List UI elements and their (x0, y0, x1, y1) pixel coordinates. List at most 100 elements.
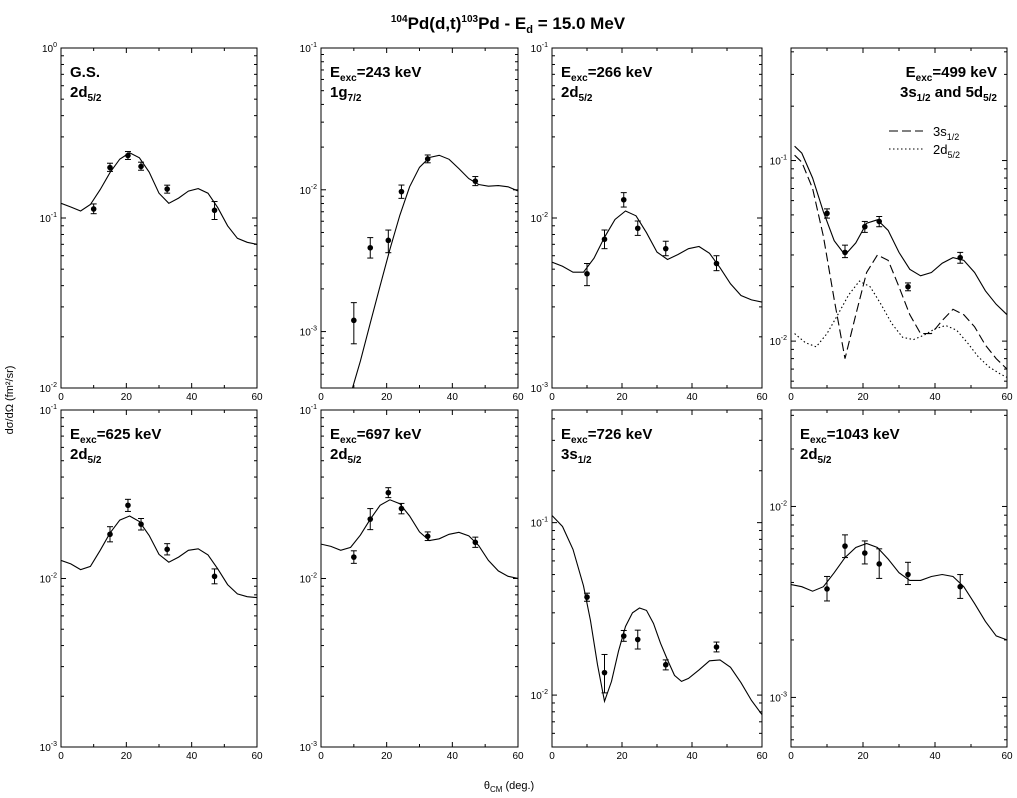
data-point (424, 154, 431, 164)
panel-label-line: 2d5/2 (70, 446, 102, 466)
data-points (107, 498, 218, 585)
data-point (164, 184, 171, 194)
curve-solid (61, 152, 257, 245)
data-marker (620, 196, 627, 203)
chart-panel-1: 0 20 40 60 10-2 10-1 100 G.S. 2d5/2 (40, 42, 263, 403)
data-point (905, 561, 911, 586)
y-axis-title: dσ/dΩ (fm²/sr) (4, 366, 16, 435)
x-tick-label: 40 (447, 392, 459, 403)
x-tick-label: 60 (251, 392, 263, 403)
x-tick-label: 40 (447, 751, 459, 762)
data-point (713, 641, 720, 653)
title-mass-number-1: 104 (391, 14, 408, 25)
data-marker (662, 661, 669, 668)
x-tick-label: 60 (512, 392, 524, 403)
data-marker (842, 543, 848, 549)
data-point (367, 508, 374, 531)
data-marker (107, 164, 113, 171)
panel-label-line: 3s1/2 (561, 446, 592, 466)
y-tick-label: 10-2 (770, 335, 787, 348)
curve-solid (61, 515, 257, 599)
panel-label-line: Eexc=499 keV (906, 64, 997, 84)
data-marker (164, 186, 170, 192)
data-point (138, 518, 145, 531)
data-point (584, 262, 590, 287)
data-point (367, 237, 374, 259)
y-axis-ticks: 10-3 10-2 (770, 414, 1007, 741)
data-point (824, 208, 830, 219)
curve-solid (552, 515, 762, 716)
data-points (350, 154, 479, 345)
data-point (905, 282, 911, 292)
x-tick-label: 0 (318, 751, 324, 762)
data-point (824, 575, 830, 602)
data-marker (584, 594, 590, 600)
data-point (876, 215, 883, 228)
x-tick-label: 20 (616, 751, 628, 762)
x-axis-ticks: 0 20 40 60 (549, 410, 768, 762)
y-tick-label: 10-2 (531, 689, 548, 702)
x-tick-label: 20 (857, 392, 869, 403)
data-point (124, 151, 131, 160)
curve-solid (791, 542, 1007, 641)
y-axis-ticks: 10-3 10-2 10-1 (40, 404, 257, 754)
data-point (398, 502, 405, 515)
x-tick-label: 0 (58, 392, 64, 403)
y-tick-label: 10-3 (300, 741, 317, 754)
x-tick-label: 20 (121, 751, 133, 762)
curve-group (61, 152, 257, 245)
panel-label-line: Eexc=697 keV (330, 426, 421, 446)
data-marker (472, 178, 479, 184)
y-tick-label: 10-2 (40, 382, 57, 395)
data-points (824, 208, 964, 292)
data-point (584, 592, 590, 602)
x-axis-ticks: 0 20 40 60 (788, 410, 1013, 762)
data-point (211, 201, 218, 220)
data-marker (351, 554, 357, 560)
x-tick-label: 0 (788, 392, 794, 403)
y-axis-ticks: 10-2 10-1 (531, 418, 762, 748)
x-tick-label: 20 (616, 392, 628, 403)
y-axis-ticks: 10-3 10-2 10-1 (531, 42, 762, 395)
y-tick-label: 10-2 (531, 212, 548, 225)
panel-label-line: Eexc=1043 keV (800, 426, 900, 446)
data-marker (351, 317, 357, 324)
y-axis-ticks: 10-3 10-2 10-1 (300, 42, 518, 389)
x-tick-label: 0 (549, 392, 555, 403)
curve-dashed (794, 154, 1007, 370)
data-marker (164, 546, 170, 553)
data-point (472, 176, 479, 187)
data-points (90, 151, 218, 220)
data-marker (385, 489, 392, 496)
data-point (601, 653, 608, 694)
data-point (842, 244, 848, 259)
data-point (861, 540, 868, 565)
y-tick-label: 10-1 (531, 42, 548, 55)
data-point (385, 487, 392, 499)
data-point (107, 526, 113, 543)
data-marker (862, 550, 868, 556)
data-marker (905, 571, 911, 578)
panel-label-line: G.S. (70, 64, 100, 81)
y-tick-label: 10-1 (300, 404, 317, 417)
data-point (861, 220, 868, 233)
x-tick-label: 60 (756, 392, 768, 403)
data-marker (424, 156, 431, 162)
data-marker (211, 207, 218, 214)
panel-label-line: 2d5/2 (561, 84, 593, 104)
data-marker (367, 516, 374, 522)
curve-solid (794, 145, 1007, 316)
x-tick-label: 60 (756, 751, 768, 762)
y-tick-label: 10-2 (770, 500, 787, 513)
data-marker (584, 270, 590, 277)
data-point (124, 498, 131, 512)
data-marker (367, 244, 374, 251)
y-tick-label: 10-3 (770, 691, 787, 704)
panel-label-line: Eexc=726 keV (561, 426, 652, 446)
y-tick-label: 100 (42, 42, 57, 55)
